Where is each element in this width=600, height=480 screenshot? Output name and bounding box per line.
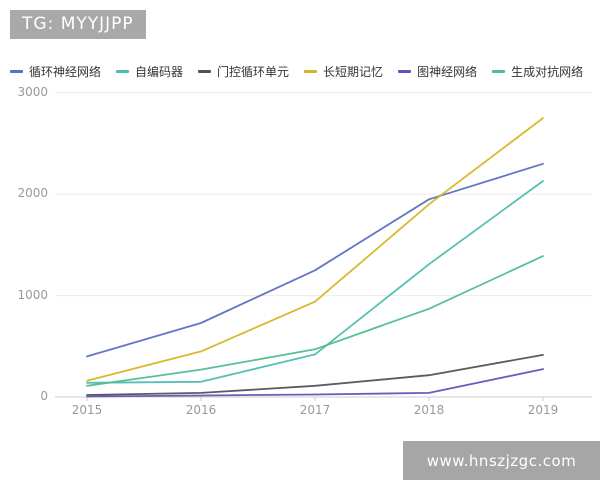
legend-item-图神经网络[interactable]: 图神经网络 xyxy=(398,63,477,80)
chart-legend: 循环神经网络 自编码器 门控循环单元 长短期记忆 图神经网络 生成对抗网络 xyxy=(10,62,588,80)
x-axis-label-2017: 2017 xyxy=(299,403,331,417)
legend-item-自编码器[interactable]: 自编码器 xyxy=(116,63,183,80)
legend-dash-icon xyxy=(116,69,130,73)
watermark: www.hnszjzgc.com xyxy=(403,441,600,480)
y-axis-label-3000: 3000 xyxy=(17,84,48,99)
legend-label: 循环神经网络 xyxy=(29,64,102,79)
y-axis-label-2000: 2000 xyxy=(17,186,48,201)
y-axis-label-0: 0 xyxy=(40,389,48,403)
y-axis-label-1000: 1000 xyxy=(17,287,48,302)
legend-item-生成对抗网络[interactable]: 生成对抗网络 xyxy=(492,63,583,80)
legend-label: 自编码器 xyxy=(135,64,184,79)
x-axis-label-2019: 2019 xyxy=(527,403,559,417)
legend-dash-icon xyxy=(10,69,23,73)
legend-dash-icon xyxy=(398,69,412,73)
x-axis-label-2016: 2016 xyxy=(185,403,217,417)
x-axis-label-2015: 2015 xyxy=(71,403,103,417)
legend-item-门控循环单元[interactable]: 门控循环单元 xyxy=(198,63,289,80)
legend-item-循环神经网络[interactable]: 循环神经网络 xyxy=(10,63,101,80)
legend-label: 门控循环单元 xyxy=(217,64,290,79)
series-line-生成对抗网络[interactable] xyxy=(86,255,544,387)
legend-dash-icon xyxy=(304,69,318,73)
series-line-门控循环单元[interactable] xyxy=(86,353,544,396)
x-axis-label-2018: 2018 xyxy=(413,403,445,417)
legend-item-长短期记忆[interactable]: 长短期记忆 xyxy=(304,63,383,80)
legend-label: 生成对抗网络 xyxy=(511,64,584,79)
site-badge: TG: MYYJJPP xyxy=(10,10,146,39)
series-line-循环神经网络[interactable] xyxy=(86,162,544,358)
series-line-长短期记忆[interactable] xyxy=(86,117,544,382)
series-line-图神经网络[interactable] xyxy=(86,368,544,398)
series-line-自编码器[interactable] xyxy=(86,180,544,384)
legend-dash-icon xyxy=(492,69,506,73)
legend-label: 图神经网络 xyxy=(417,64,478,79)
legend-label: 长短期记忆 xyxy=(323,64,384,79)
legend-dash-icon xyxy=(198,69,212,73)
